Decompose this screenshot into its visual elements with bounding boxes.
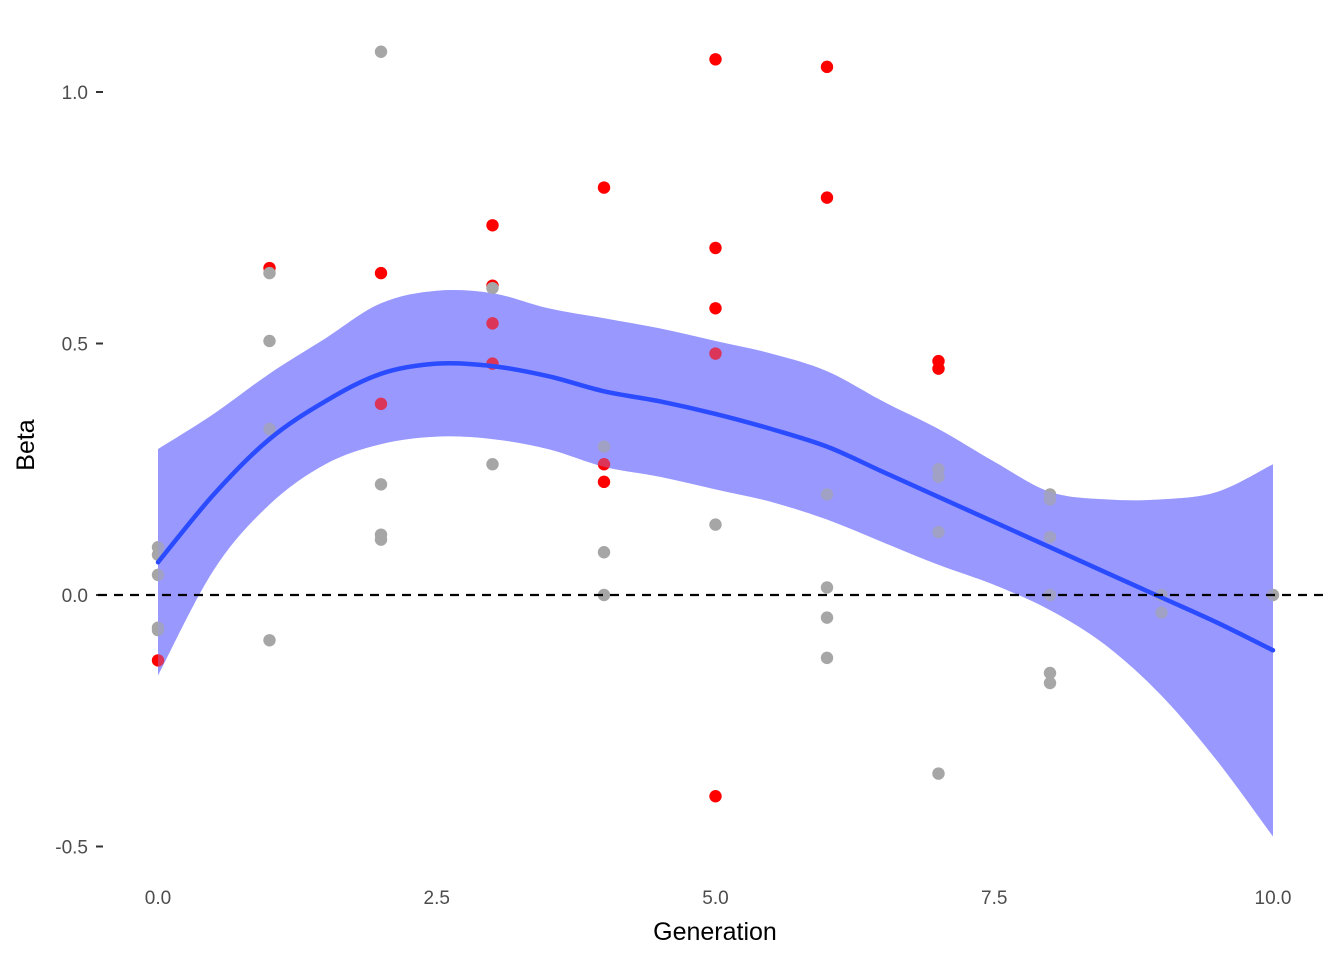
grey-point — [151, 624, 165, 637]
highlight-point — [374, 266, 388, 280]
x-tick-label: 0.0 — [145, 888, 171, 909]
grey-point — [1155, 606, 1168, 619]
grey-point — [932, 470, 945, 483]
highlight-point — [151, 654, 165, 667]
highlight-point — [820, 191, 834, 204]
confidence-band-layer — [158, 289, 1273, 837]
y-tick-label: 0.0 — [62, 586, 88, 607]
x-axis-title: Generation — [653, 918, 777, 946]
grey-point — [597, 588, 611, 602]
confidence-band — [158, 289, 1273, 837]
grey-point — [597, 440, 611, 453]
grey-point — [932, 767, 945, 780]
x-tick-label: 10.0 — [1255, 888, 1292, 909]
highlight-point — [709, 347, 722, 360]
grey-point — [932, 525, 945, 539]
y-tick-label: 0.5 — [62, 335, 88, 356]
highlight-point — [597, 181, 611, 194]
grey-point — [820, 581, 834, 594]
grey-point — [263, 422, 276, 436]
grey-point — [820, 488, 834, 501]
highlight-point — [709, 790, 722, 803]
highlight-point — [597, 475, 611, 489]
grey-point — [486, 281, 499, 295]
grey-point — [597, 546, 611, 559]
grey-point — [1043, 666, 1057, 680]
y-axis: -0.5 0.0 0.5 1.0 — [55, 83, 103, 859]
grey-point — [263, 634, 276, 647]
highlight-point — [486, 219, 499, 232]
grey-point — [374, 478, 388, 491]
x-axis: 0.0 2.5 5.0 7.5 10.0 — [145, 888, 1292, 909]
grey-point — [1043, 493, 1057, 506]
highlight-point — [374, 397, 388, 411]
x-tick-label: 5.0 — [702, 888, 728, 909]
grey-point — [820, 651, 834, 665]
smooth-trend-line — [155, 360, 1276, 653]
grey-point — [1043, 676, 1057, 690]
highlight-point — [709, 241, 722, 255]
highlight-point — [597, 458, 611, 471]
smooth-line-layer — [155, 360, 1276, 653]
y-tick-label: -0.5 — [55, 838, 88, 859]
grey-point — [263, 334, 276, 348]
highlight-point — [709, 53, 722, 66]
x-tick-label: 7.5 — [981, 888, 1007, 909]
grey-point — [486, 458, 499, 471]
y-tick-label: 1.0 — [62, 83, 88, 104]
grey-point — [1043, 530, 1057, 544]
grey-point — [151, 568, 165, 582]
highlight-point — [932, 362, 945, 375]
points-layer — [151, 45, 1280, 837]
grey-point — [374, 45, 388, 58]
grey-point — [709, 518, 722, 531]
highlight-point — [486, 317, 499, 330]
x-tick-label: 2.5 — [424, 888, 450, 909]
grey-point — [820, 611, 834, 624]
grey-point — [374, 533, 388, 546]
highlight-point — [709, 302, 722, 315]
confidence-band-overlay — [158, 289, 1273, 837]
y-axis-title: Beta — [12, 419, 40, 471]
highlight-point — [820, 60, 834, 74]
grey-point — [263, 266, 276, 280]
